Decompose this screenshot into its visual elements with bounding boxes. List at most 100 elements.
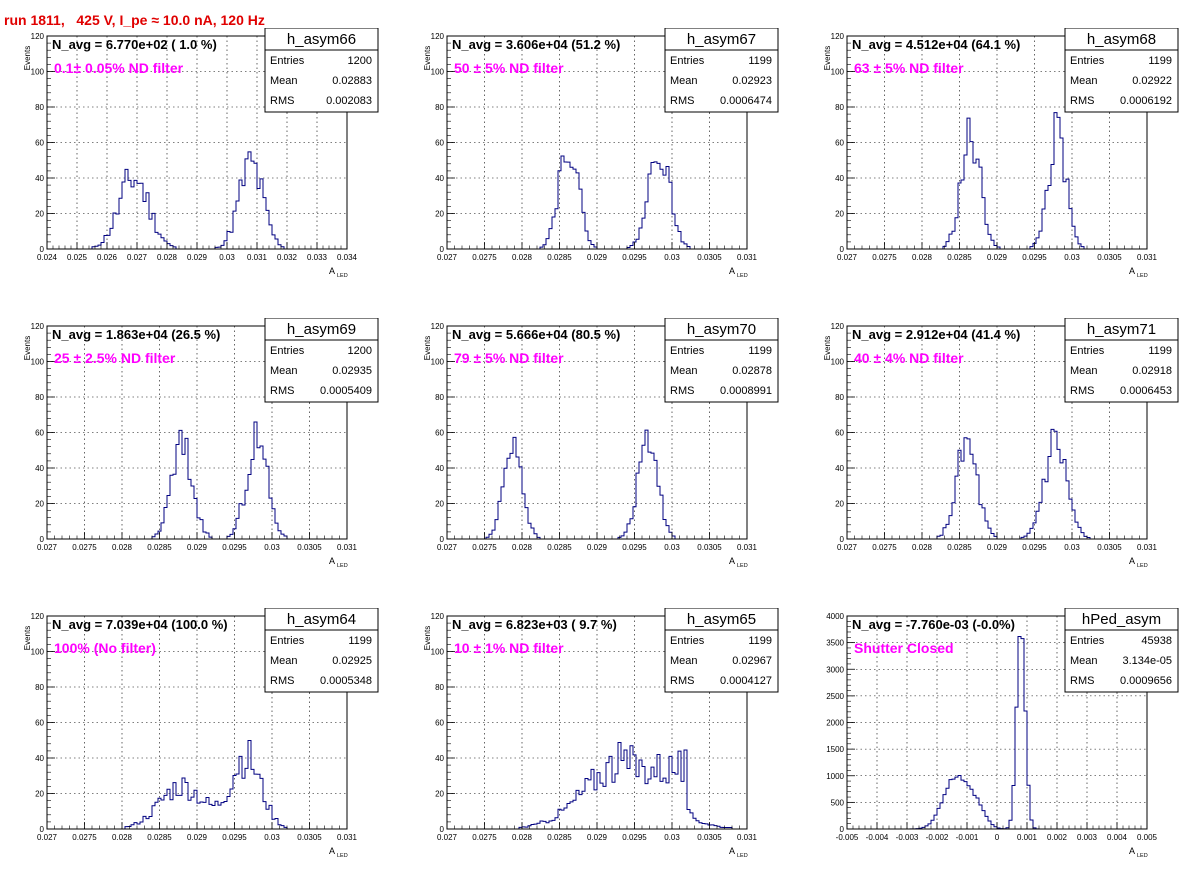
y-tick-label: 20 [435,210,444,219]
x-axis: 0.027 0.0275 0.028 0.0285 0.029 0.0295 0.03 0.0… [837,242,1158,262]
x-tick-label: -0.005 [836,833,859,842]
x-tick-label: 0.0285 [547,543,572,552]
x-tick-label: -0.004 [866,833,889,842]
y-tick-label: 2000 [826,719,844,728]
x-axis-label: A [1129,266,1135,276]
y-tick-label: 0 [440,535,445,544]
x-axis: 0.027 0.0275 0.028 0.0285 0.029 0.0295 0.03 0.0… [37,822,358,842]
x-tick-label: 0.0285 [547,833,572,842]
stat-label-entries: Entries [1070,635,1105,647]
y-tick-label: 0 [840,535,845,544]
navg-label: N_avg = 7.039e+04 (100.0 %) [52,617,228,632]
stats-box: h_asym68 Entries 1199 Mean 0.02922 RMS 0.00061… [1064,28,1179,113]
x-axis: -0.005 -0.004 -0.003 -0.002 -0.001 0 0.001 0.00… [836,822,1158,842]
x-tick-label: 0.0295 [622,543,647,552]
navg-label: N_avg = 6.823e+03 ( 9.7 %) [452,617,617,632]
y-tick-label: 80 [435,103,444,112]
stat-label-rms: RMS [270,95,294,107]
x-tick-label: 0.031 [1137,543,1158,552]
x-tick-label: 0.0295 [222,833,247,842]
histogram-pad-h_asym68: 0.027 0.0275 0.028 0.0285 0.029 0.0295 0.03 0.0… [823,28,1179,279]
x-axis: 0.024 0.025 0.026 0.027 0.028 0.029 0.03 0.031 0… [37,242,358,262]
x-tick-label: 0.029 [587,833,608,842]
y-axis: 0 20 40 60 80 100 120 [431,322,455,544]
x-tick-label: 0.0275 [872,543,897,552]
x-axis: 0.027 0.0275 0.028 0.0285 0.029 0.0295 0.03 0.0… [837,532,1158,552]
x-axis-label: A [729,266,735,276]
stat-value-rms: 0.0005348 [320,675,372,687]
stat-label-rms: RMS [1070,385,1094,397]
stats-box-frame [1064,318,1179,403]
x-tick-label: 0.03 [1064,543,1080,552]
y-tick-label: 0 [40,825,45,834]
x-axis-label-sub: LED [737,273,748,279]
stat-value-entries: 1199 [348,635,372,647]
y-tick-label: 80 [835,103,844,112]
grid [847,616,1147,829]
stat-label-mean: Mean [270,75,298,87]
grid [447,36,747,249]
stat-value-entries: 1200 [348,55,372,67]
y-axis-label: Events [823,46,832,70]
stat-label-mean: Mean [670,655,698,667]
x-tick-label: 0.027 [127,253,148,262]
x-tick-label: 0.0275 [872,253,897,262]
stat-label-rms: RMS [1070,95,1094,107]
filter-annotation: 10 ± 1% ND filter [454,640,564,656]
stat-value-rms: 0.0004127 [720,675,772,687]
y-tick-label: 4000 [826,612,844,621]
y-tick-label: 60 [35,139,44,148]
x-tick-label: 0.032 [277,253,298,262]
y-tick-label: 40 [435,464,444,473]
x-tick-label: -0.001 [956,833,979,842]
navg-label: N_avg = 2.912e+04 (41.4 %) [852,327,1020,342]
x-tick-label: 0.0295 [622,253,647,262]
x-tick-label: 0.0305 [297,833,322,842]
y-tick-label: 60 [835,139,844,148]
y-axis: 0 20 40 60 80 100 120 [431,32,455,254]
y-tick-label: 40 [435,174,444,183]
x-tick-label: 0.028 [112,543,133,552]
stat-value-entries: 1199 [1148,55,1172,67]
x-axis-label-sub: LED [737,853,748,859]
x-tick-label: 0.03 [664,253,680,262]
histogram-name: h_asym67 [687,31,756,48]
stats-box-frame [664,608,779,693]
stats-box: h_asym65 Entries 1199 Mean 0.02967 RMS 0.00041… [664,608,779,693]
stat-value-rms: 0.0006453 [1120,385,1172,397]
x-tick-label: 0.0285 [147,543,172,552]
x-tick-label: 0.031 [737,253,758,262]
filter-annotation: 63 ± 5% ND filter [854,60,964,76]
x-tick-label: 0.005 [1137,833,1158,842]
stat-value-mean: 3.134e-05 [1122,655,1172,667]
stat-label-mean: Mean [270,655,298,667]
y-tick-label: 20 [435,500,444,509]
stat-value-entries: 1199 [1148,345,1172,357]
filter-annotation: 100% (No filter) [54,640,156,656]
x-tick-label: 0.0275 [72,543,97,552]
y-tick-label: 0 [40,535,45,544]
stat-label-mean: Mean [270,365,298,377]
histogram-series [47,740,347,830]
navg-label: N_avg = 1.863e+04 (26.5 %) [52,327,220,342]
y-axis: 0 500 1000 1500 2000 2500 3000 3500 4000 [826,612,855,834]
grid [447,326,747,539]
stat-value-rms: 0.0005409 [320,385,372,397]
x-tick-label: 0.0285 [147,833,172,842]
stat-label-entries: Entries [270,635,305,647]
stat-value-rms: 0.0006192 [1120,95,1172,107]
y-tick-label: 3500 [826,639,844,648]
y-tick-label: 0 [840,825,845,834]
navg-label: N_avg = 4.512e+04 (64.1 %) [852,37,1020,52]
navg-label: N_avg = 5.666e+04 (80.5 %) [452,327,620,342]
x-tick-label: 0.028 [512,253,533,262]
stat-value-entries: 1199 [748,635,772,647]
stat-value-entries: 45938 [1141,635,1172,647]
y-tick-label: 40 [835,464,844,473]
stat-label-mean: Mean [1070,365,1098,377]
x-axis: 0.027 0.0275 0.028 0.0285 0.029 0.0295 0.03 0.0… [437,532,758,552]
x-tick-label: 0.028 [157,253,178,262]
y-tick-label: 0 [440,245,445,254]
x-tick-label: 0.0275 [472,833,497,842]
x-tick-label: 0.0275 [472,543,497,552]
